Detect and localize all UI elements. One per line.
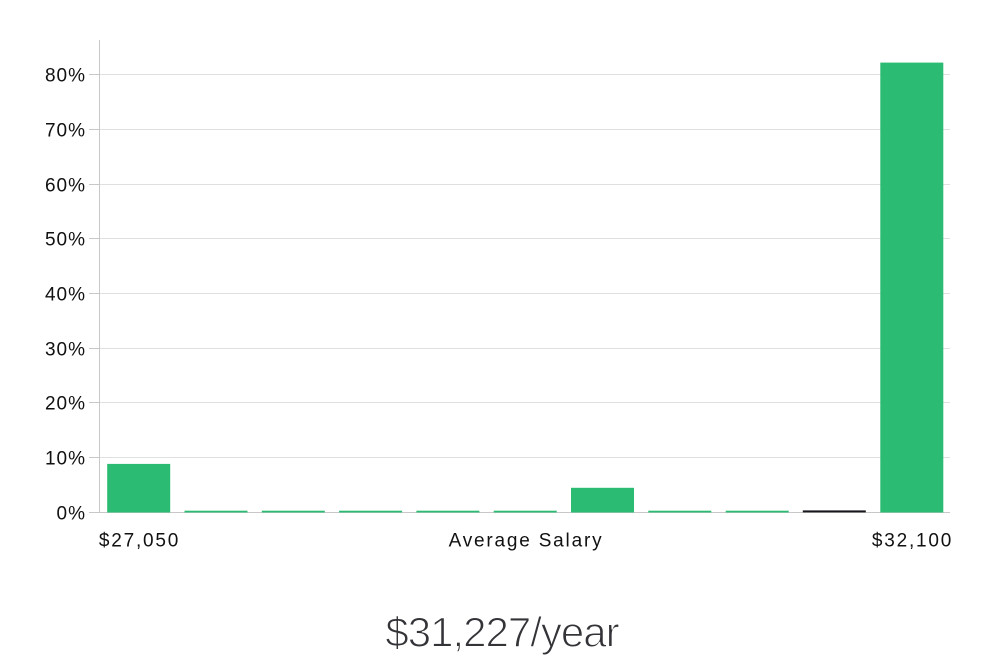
svg-text:Average Salary: Average Salary: [449, 530, 604, 551]
svg-text:$27,050: $27,050: [99, 530, 180, 551]
svg-text:0%: 0%: [57, 504, 86, 525]
svg-text:$31,227/year: $31,227/year: [385, 609, 619, 656]
svg-text:70%: 70%: [45, 121, 86, 142]
svg-text:10%: 10%: [45, 449, 86, 470]
svg-text:50%: 50%: [45, 230, 86, 251]
svg-text:80%: 80%: [45, 66, 86, 87]
svg-text:40%: 40%: [45, 285, 86, 306]
svg-text:30%: 30%: [45, 340, 86, 361]
svg-text:20%: 20%: [45, 394, 86, 415]
svg-text:$32,100: $32,100: [872, 530, 953, 551]
svg-text:60%: 60%: [45, 176, 86, 197]
